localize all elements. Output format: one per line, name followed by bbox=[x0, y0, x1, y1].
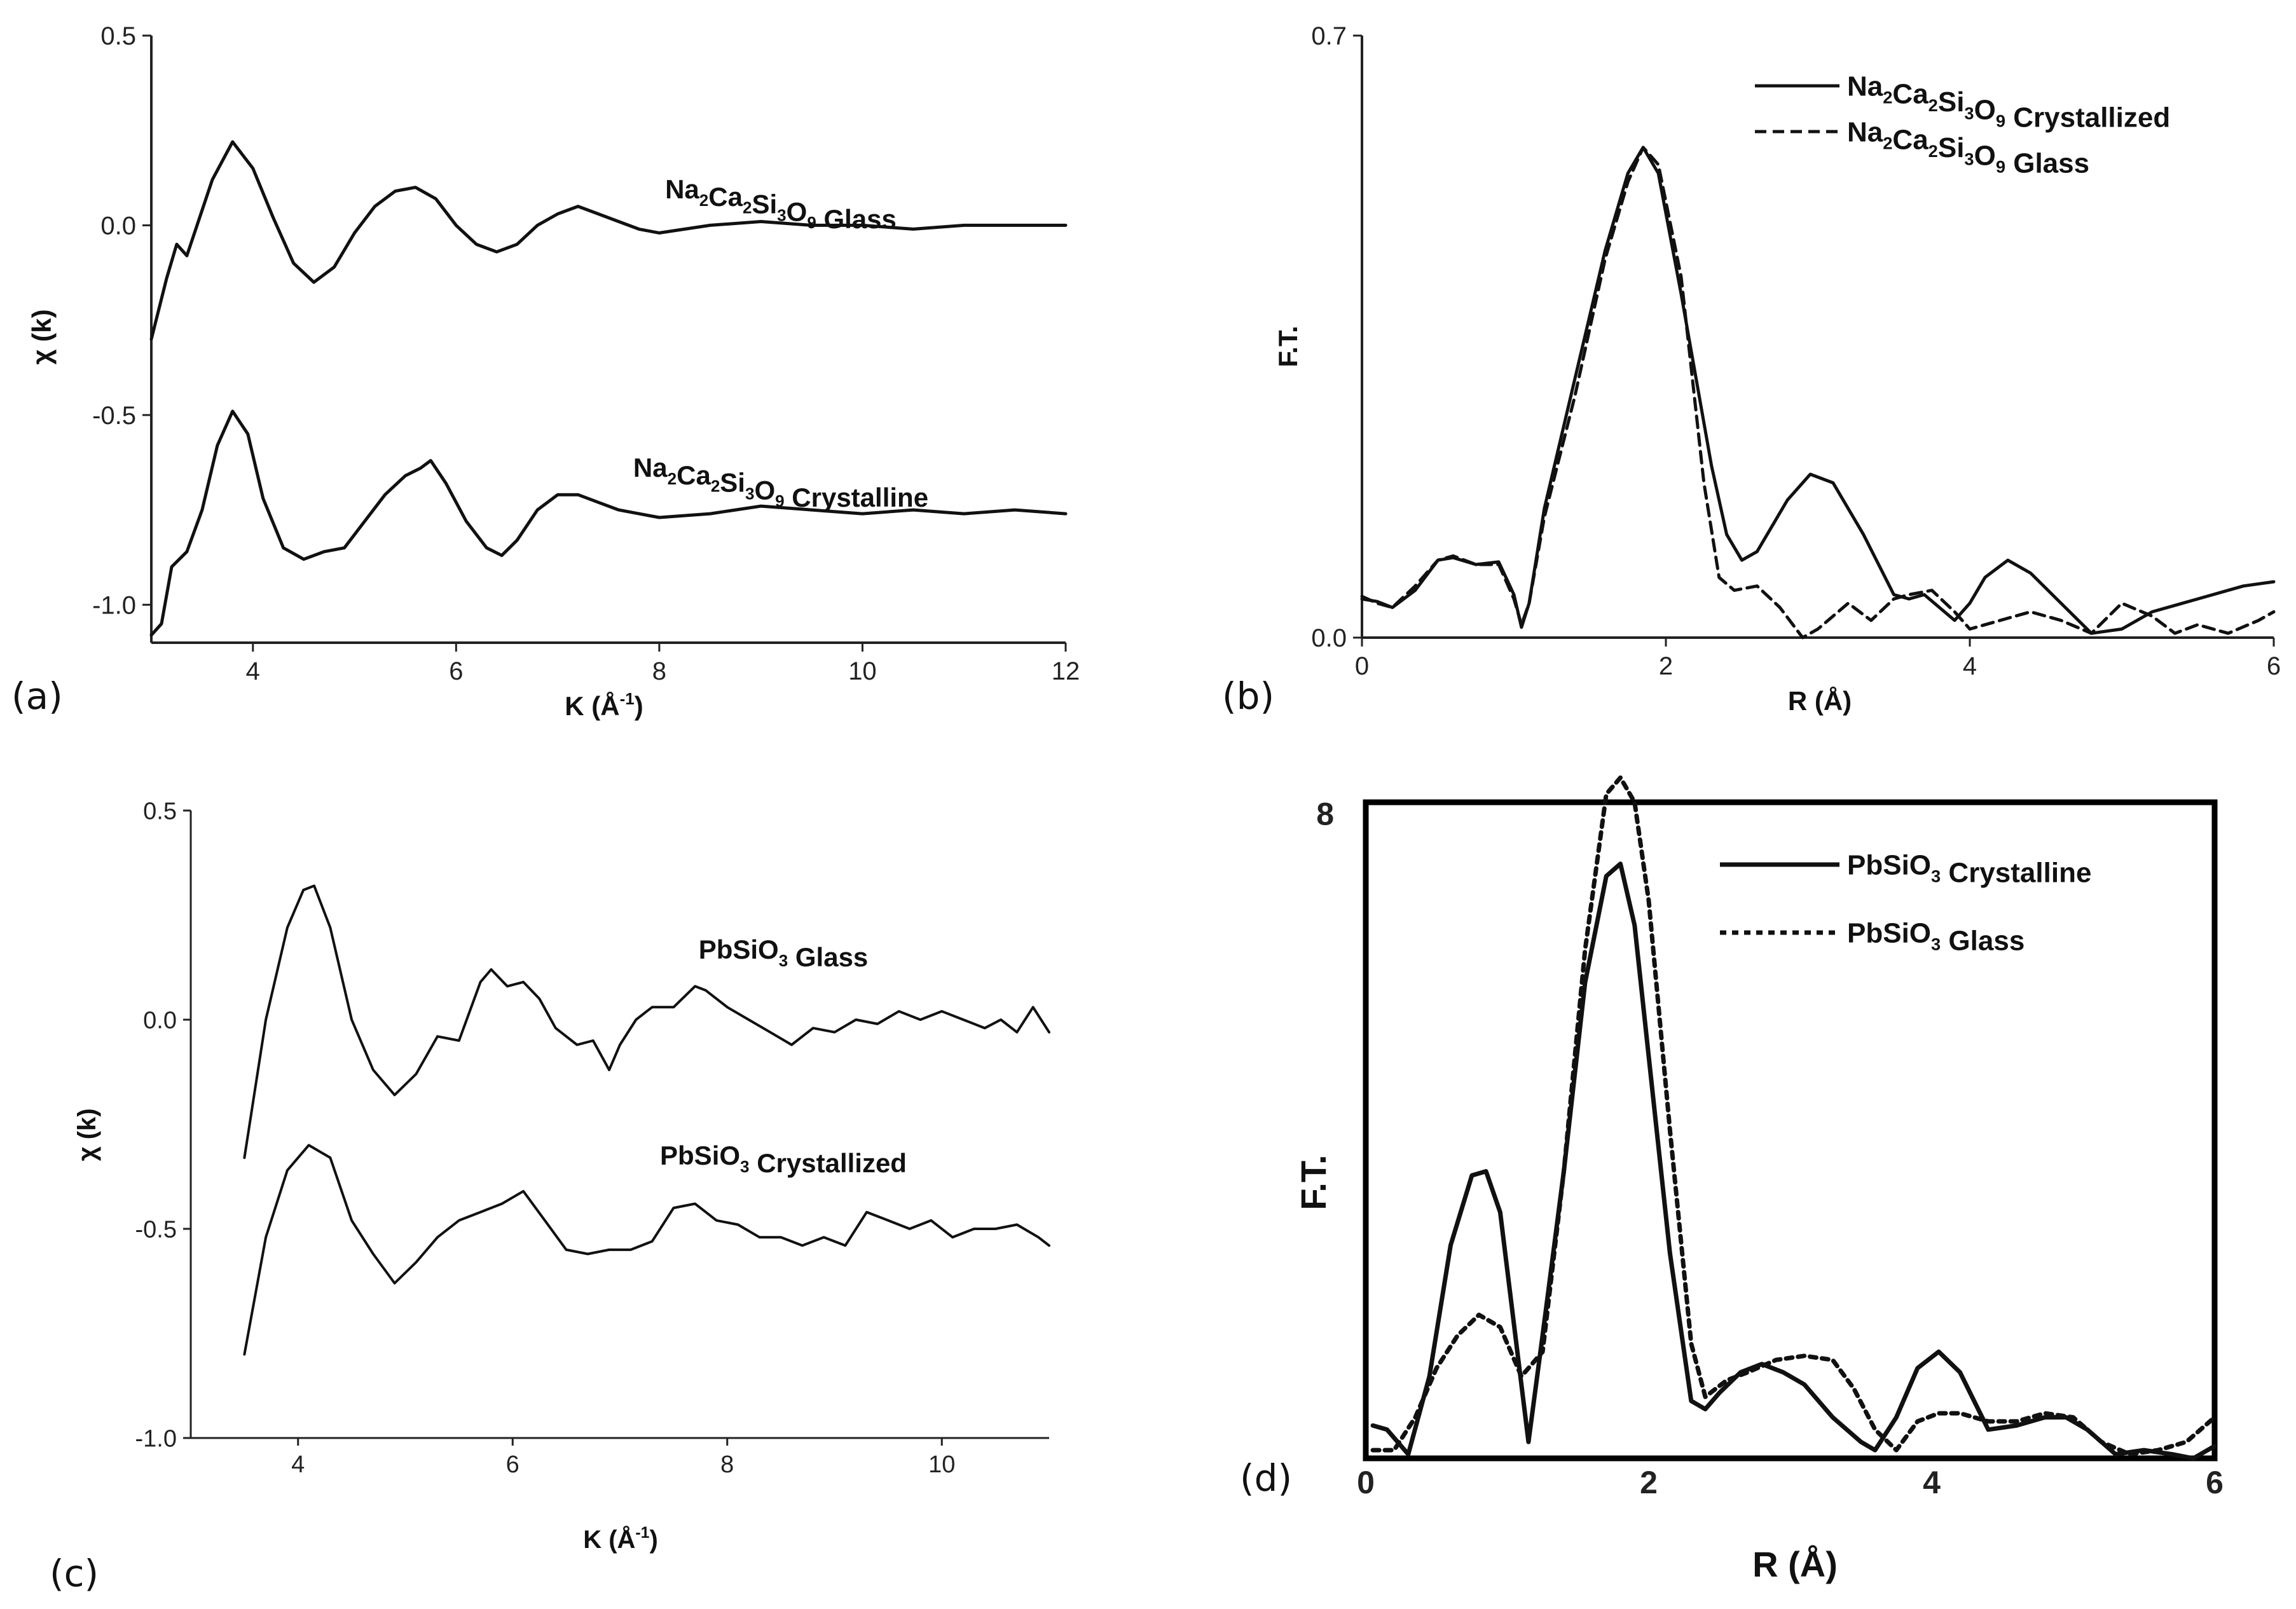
y-tick-label: 0.0 bbox=[100, 212, 136, 240]
x-tick-label: 6 bbox=[2267, 652, 2281, 680]
y-tick-label: 8 bbox=[1316, 797, 1334, 832]
panel-tag: (a) bbox=[11, 674, 63, 718]
legend-label: Na2Ca2Si3O9 Glass bbox=[1847, 116, 2089, 179]
x-tick-label: 2 bbox=[1659, 652, 1673, 680]
x-tick-label: 2 bbox=[1640, 1465, 1658, 1500]
x-tick-label: 12 bbox=[1052, 657, 1080, 685]
y-axis-label: F.T. bbox=[1293, 1154, 1333, 1210]
x-tick-label: 6 bbox=[2206, 1465, 2224, 1500]
x-tick-label: 4 bbox=[1963, 652, 1977, 680]
panel-tag: (b) bbox=[1222, 674, 1274, 718]
x-tick-label: 10 bbox=[848, 657, 877, 685]
x-tick-label: 4 bbox=[1923, 1465, 1941, 1500]
panel-a: 4 6 8 10 12 0.5 0.0 -0.5 -1.0 K (Å-1) χ (k) (a) Na2C… bbox=[11, 22, 1080, 721]
x-axis-label: K (Å-1) bbox=[583, 1524, 658, 1554]
series-line-pbsio3-crystallized bbox=[243, 1144, 1050, 1356]
x-tick-label: 8 bbox=[652, 657, 666, 685]
panel-d: 0 2 4 68R (Å)F.T.(d)PbSiO3 CrystallinePbSiO… bbox=[1240, 775, 2224, 1584]
y-tick-label: -1.0 bbox=[135, 1425, 177, 1452]
y-tick-label: -0.5 bbox=[92, 402, 136, 430]
x-tick-label: 6 bbox=[506, 1451, 519, 1478]
x-tick-label: 4 bbox=[246, 657, 260, 685]
y-tick-label: -1.0 bbox=[92, 591, 136, 619]
x-tick-label: 0 bbox=[1355, 652, 1369, 680]
x-tick-label: 10 bbox=[928, 1451, 955, 1478]
series-annotation: Na2Ca2Si3O9 Glass bbox=[665, 174, 897, 234]
x-axis-label: R (Å) bbox=[1752, 1544, 1838, 1584]
series-line-pbsio3-glass bbox=[1370, 775, 2217, 1457]
series-line-na2ca2si3o9-glass bbox=[149, 140, 1068, 341]
series-line-na2ca2si3o9-crystallized bbox=[1360, 146, 2276, 635]
legend: PbSiO3 Crystalline PbSiO3 Glass bbox=[1720, 849, 2091, 957]
y-tick-label: 0.7 bbox=[1311, 22, 1347, 50]
panel-tag: (c) bbox=[50, 1552, 99, 1595]
panel-b: 0 2 4 6 0.7 0.0 R (Å) F.T. (b) Na2Ca2Si3O9 Crysta… bbox=[1222, 22, 2281, 718]
plot-frame bbox=[1363, 799, 2218, 1462]
x-tick-label: 0 bbox=[1357, 1465, 1375, 1500]
x-tick-label: 6 bbox=[449, 657, 463, 685]
series-annotation: Na2Ca2Si3O9 Crystalline bbox=[633, 453, 928, 512]
legend-label: PbSiO3 Glass bbox=[1847, 917, 2024, 956]
y-axis-label: F.T. bbox=[1273, 325, 1303, 367]
x-tick-label: 8 bbox=[720, 1451, 734, 1478]
x-axis-label: R (Å) bbox=[1788, 686, 1852, 716]
x-axis-label: K (Å-1) bbox=[565, 689, 643, 721]
y-tick-label: 0.0 bbox=[143, 1007, 177, 1034]
x-tick-label: 4 bbox=[291, 1451, 305, 1478]
panel-c: 4 6 8 10 0.5 0.0 -0.5 -1.0 K (Å-1) χ (k) (c) PbSiO3… bbox=[50, 798, 1050, 1595]
y-tick-label: 0.0 bbox=[1311, 624, 1347, 652]
y-tick-label: 0.5 bbox=[100, 22, 136, 50]
y-axis-label: χ (k) bbox=[27, 309, 57, 364]
y-tick-label: -0.5 bbox=[135, 1216, 177, 1243]
y-axis-label: χ (k) bbox=[73, 1108, 101, 1161]
series-line-na2ca2si3o9-glass bbox=[1360, 146, 2276, 640]
legend-label: PbSiO3 Crystalline bbox=[1847, 849, 2091, 888]
y-tick-label: 0.5 bbox=[143, 798, 177, 825]
series-line-pbsio3-crystalline bbox=[1370, 861, 2217, 1461]
series-annotation: PbSiO3 Crystallized bbox=[660, 1140, 907, 1178]
series-line-na2ca2si3o9-crystalline bbox=[149, 409, 1068, 637]
legend-label: Na2Ca2Si3O9 Crystallized bbox=[1847, 71, 2170, 133]
series-annotation: PbSiO3 Glass bbox=[699, 935, 869, 972]
panel-tag: (d) bbox=[1240, 1456, 1292, 1500]
series-line-pbsio3-glass bbox=[243, 884, 1050, 1160]
